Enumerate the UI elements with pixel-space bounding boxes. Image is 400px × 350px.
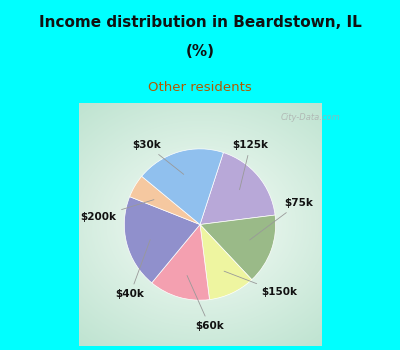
Text: $30k: $30k: [132, 140, 184, 174]
Wedge shape: [130, 176, 200, 225]
Wedge shape: [124, 197, 200, 283]
Text: (%): (%): [186, 44, 214, 59]
Text: $60k: $60k: [187, 275, 224, 331]
Wedge shape: [200, 215, 276, 280]
Text: $150k: $150k: [224, 271, 298, 298]
Text: Other residents: Other residents: [148, 81, 252, 94]
Wedge shape: [142, 149, 223, 225]
Text: $75k: $75k: [250, 198, 313, 240]
Text: $200k: $200k: [80, 199, 154, 222]
Text: $125k: $125k: [232, 140, 268, 190]
Wedge shape: [200, 153, 275, 225]
Text: City-Data.com: City-Data.com: [281, 113, 341, 122]
Wedge shape: [200, 225, 252, 300]
Text: Income distribution in Beardstown, IL: Income distribution in Beardstown, IL: [39, 15, 361, 30]
Wedge shape: [152, 225, 210, 300]
Text: $40k: $40k: [116, 240, 150, 299]
